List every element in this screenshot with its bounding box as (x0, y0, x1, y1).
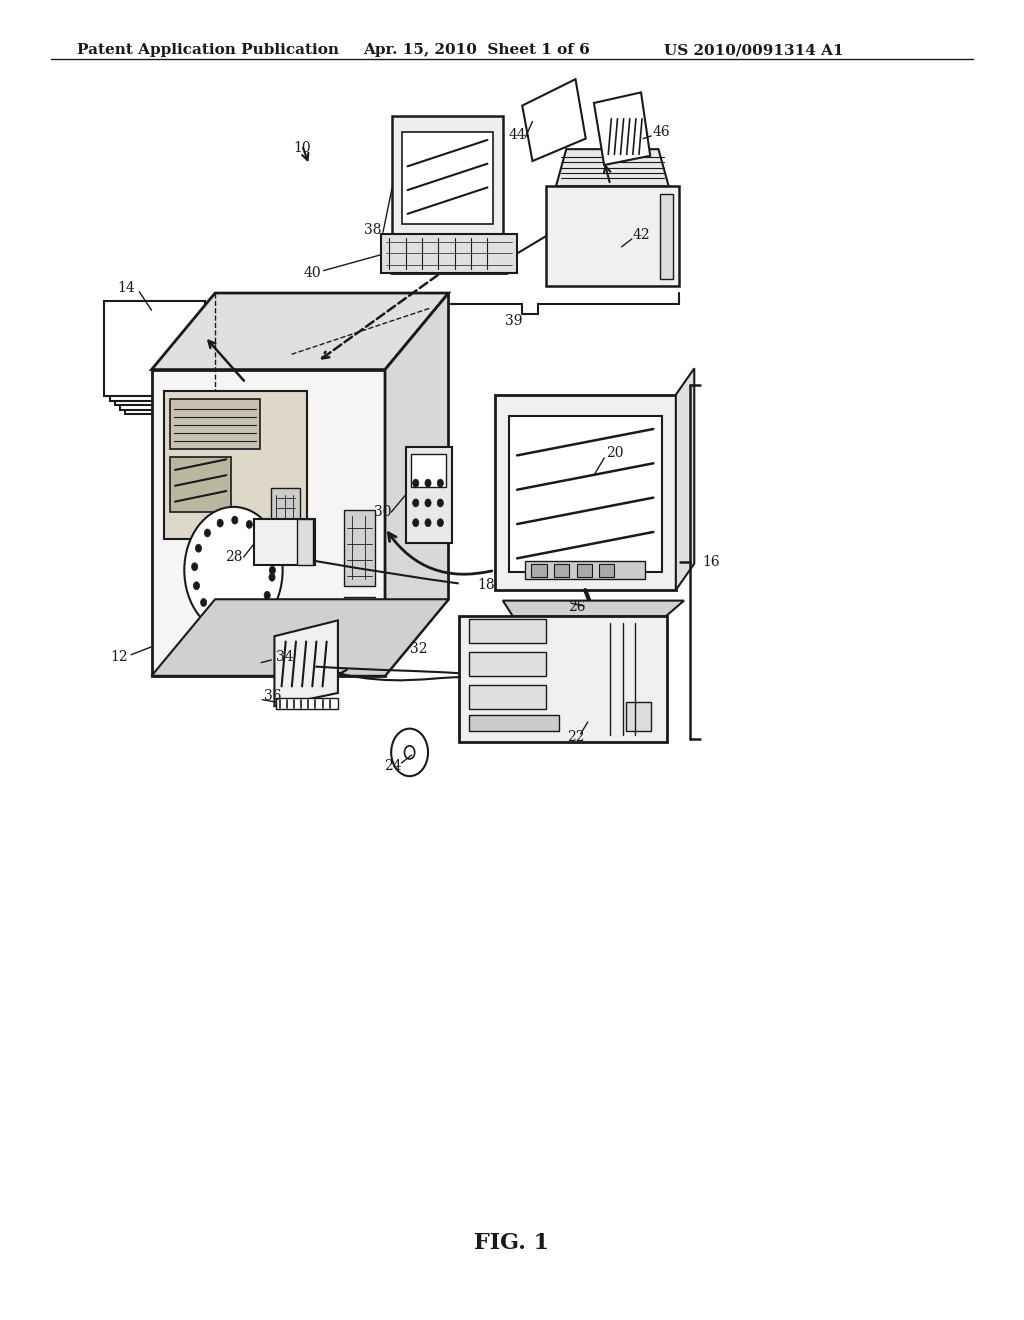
Polygon shape (152, 293, 449, 370)
Polygon shape (152, 599, 449, 676)
Bar (164, 391, 307, 539)
Bar (115, 310, 215, 405)
Bar (525, 561, 645, 579)
Circle shape (201, 598, 207, 606)
Polygon shape (594, 92, 650, 165)
Circle shape (269, 566, 275, 574)
Circle shape (437, 499, 443, 507)
Circle shape (437, 519, 443, 527)
Bar (392, 116, 503, 238)
Bar (152, 370, 385, 676)
Text: 22: 22 (567, 730, 585, 743)
Bar (406, 447, 452, 543)
Bar (469, 652, 546, 676)
Text: 16: 16 (702, 556, 720, 569)
Text: 10: 10 (293, 141, 310, 154)
Circle shape (184, 507, 283, 634)
Polygon shape (556, 149, 669, 186)
Bar (408, 251, 487, 267)
Text: FIG. 1: FIG. 1 (474, 1233, 550, 1254)
Bar (344, 597, 375, 647)
Text: 28: 28 (225, 550, 243, 564)
Text: 46: 46 (652, 125, 670, 139)
Text: 36: 36 (264, 689, 282, 702)
Polygon shape (274, 620, 338, 706)
Circle shape (194, 582, 200, 590)
Bar (509, 416, 662, 572)
Bar (469, 685, 546, 709)
Circle shape (391, 729, 428, 776)
Text: 39: 39 (505, 314, 523, 327)
Circle shape (217, 519, 223, 527)
Text: 26: 26 (568, 601, 586, 614)
Circle shape (191, 562, 198, 570)
Circle shape (196, 544, 202, 552)
Bar (125, 319, 225, 414)
Polygon shape (676, 368, 694, 590)
Circle shape (425, 499, 431, 507)
Bar (495, 395, 676, 590)
Bar (546, 186, 679, 286)
Bar (344, 510, 375, 586)
Circle shape (266, 548, 272, 556)
Circle shape (212, 611, 218, 619)
Bar (297, 519, 313, 565)
Circle shape (254, 606, 260, 614)
Polygon shape (503, 601, 684, 616)
Text: 38: 38 (364, 223, 381, 236)
Circle shape (404, 746, 415, 759)
Bar (170, 399, 260, 449)
Polygon shape (522, 79, 586, 161)
Circle shape (425, 519, 431, 527)
Text: 40: 40 (303, 267, 321, 280)
Circle shape (425, 479, 431, 487)
Text: 42: 42 (633, 228, 650, 242)
Bar (254, 519, 315, 565)
Text: 24: 24 (384, 759, 401, 772)
Bar (411, 454, 446, 487)
Bar (469, 715, 559, 731)
Circle shape (269, 573, 275, 581)
Circle shape (226, 616, 232, 624)
Bar (110, 306, 210, 401)
Circle shape (241, 615, 247, 623)
Bar (381, 234, 517, 273)
Circle shape (264, 591, 270, 599)
Bar (577, 564, 592, 577)
Text: US 2010/0091314 A1: US 2010/0091314 A1 (664, 44, 843, 57)
Polygon shape (385, 293, 449, 676)
Bar (402, 132, 493, 224)
Circle shape (413, 519, 419, 527)
Bar (459, 616, 667, 742)
Circle shape (205, 529, 211, 537)
Text: 34: 34 (276, 651, 294, 664)
Text: 44: 44 (509, 128, 526, 141)
Text: 30: 30 (374, 506, 391, 519)
Text: 32: 32 (410, 643, 427, 656)
Text: 20: 20 (606, 446, 624, 459)
Circle shape (437, 479, 443, 487)
Bar (170, 457, 231, 512)
Bar (660, 194, 673, 279)
Text: Patent Application Publication: Patent Application Publication (77, 44, 339, 57)
Circle shape (413, 499, 419, 507)
Bar (276, 698, 338, 709)
Text: Apr. 15, 2010  Sheet 1 of 6: Apr. 15, 2010 Sheet 1 of 6 (364, 44, 590, 57)
Circle shape (413, 479, 419, 487)
Bar (554, 564, 569, 577)
Text: 14: 14 (118, 281, 135, 294)
Bar (271, 488, 300, 525)
Bar (531, 564, 547, 577)
Bar (104, 301, 205, 396)
Circle shape (246, 520, 252, 528)
Text: 12: 12 (111, 651, 128, 664)
Bar (120, 315, 220, 409)
Text: 18: 18 (477, 578, 495, 591)
Bar (469, 619, 546, 643)
Circle shape (258, 532, 264, 540)
Bar (626, 702, 651, 731)
Bar (599, 564, 614, 577)
Circle shape (231, 516, 238, 524)
